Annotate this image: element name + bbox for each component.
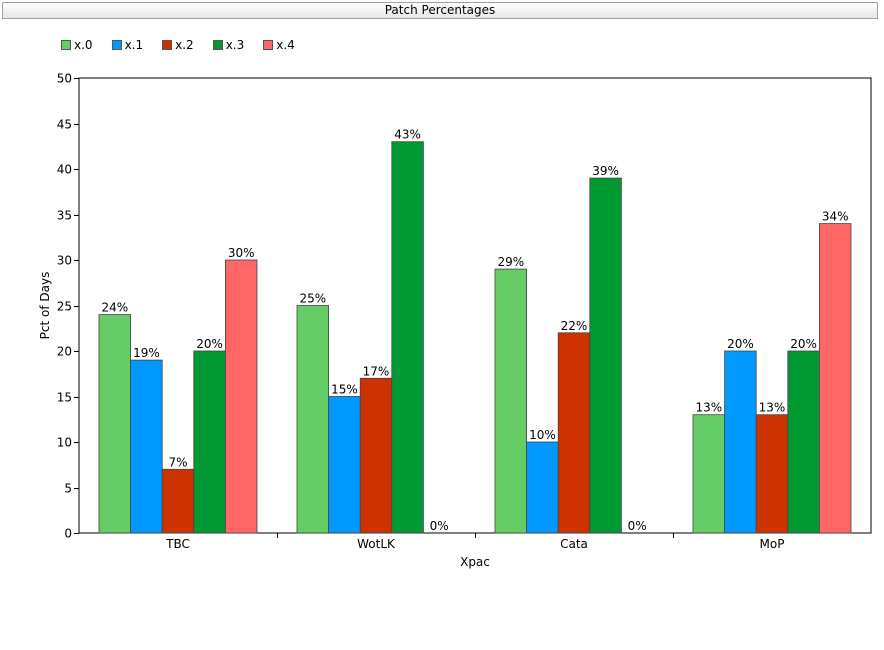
y-axis-label: Pct of Days bbox=[38, 272, 52, 340]
legend-label: x.3 bbox=[225, 38, 245, 52]
legend-swatch bbox=[263, 40, 274, 50]
legend-swatch bbox=[61, 40, 71, 50]
data-label: 7% bbox=[168, 455, 187, 469]
y-tick-label: 15 bbox=[57, 391, 72, 405]
bar-x.3 bbox=[193, 350, 226, 534]
bar-x.0 bbox=[98, 314, 132, 534]
data-label: 34% bbox=[822, 210, 849, 224]
data-label: 10% bbox=[529, 428, 556, 442]
data-label: 13% bbox=[695, 401, 722, 415]
y-tick-label: 10 bbox=[57, 436, 72, 450]
bar-x.2 bbox=[359, 377, 393, 534]
bar-x.1 bbox=[724, 350, 757, 534]
y-tick-label: 25 bbox=[57, 300, 72, 314]
x-tick-label: TBC bbox=[165, 537, 190, 551]
legend-item: x.4 bbox=[263, 38, 295, 52]
bar-x.4 bbox=[224, 259, 258, 534]
data-label: 20% bbox=[196, 337, 223, 351]
legend-label: x.2 bbox=[175, 38, 194, 52]
y-tick-label: 45 bbox=[57, 118, 72, 132]
data-label: 29% bbox=[497, 255, 524, 269]
legend-swatch bbox=[111, 40, 122, 50]
x-axis-label: Xpac bbox=[460, 555, 490, 569]
legend-label: x.4 bbox=[276, 38, 295, 52]
y-tick-label: 20 bbox=[57, 345, 72, 359]
chart-title: Patch Percentages bbox=[2, 2, 878, 19]
data-label: 30% bbox=[228, 246, 255, 260]
legend-label: x.0 bbox=[74, 38, 93, 52]
legend-swatch bbox=[212, 40, 223, 50]
data-label: 20% bbox=[790, 337, 817, 351]
bar-x.3 bbox=[787, 350, 820, 534]
data-label: 17% bbox=[363, 364, 390, 378]
legend-item: x.2 bbox=[162, 38, 194, 52]
y-tick-label: 35 bbox=[57, 209, 72, 223]
x-tick-label: Cata bbox=[560, 537, 588, 551]
data-label: 24% bbox=[101, 301, 128, 315]
bar-x.2 bbox=[161, 468, 195, 534]
data-label: 25% bbox=[299, 292, 326, 306]
bar-x.0 bbox=[494, 268, 528, 534]
legend-item: x.3 bbox=[212, 38, 245, 52]
bar-x.1 bbox=[526, 441, 559, 534]
bar-x.2 bbox=[557, 332, 591, 534]
bar-x.0 bbox=[692, 414, 726, 534]
y-tick-label: 0 bbox=[64, 527, 72, 541]
bar-x.2 bbox=[755, 414, 789, 534]
bar-x.0 bbox=[296, 305, 330, 534]
x-tick-label: MoP bbox=[760, 537, 785, 551]
bar-x.3 bbox=[391, 141, 424, 534]
legend-swatch bbox=[162, 40, 173, 50]
data-label: 39% bbox=[592, 164, 619, 178]
bar-x.4 bbox=[819, 223, 852, 534]
y-tick-label: 50 bbox=[57, 72, 72, 86]
bar-x.1 bbox=[328, 396, 361, 534]
data-label: 0% bbox=[628, 519, 647, 533]
legend-label: x.1 bbox=[124, 38, 144, 52]
bar-x.3 bbox=[589, 177, 622, 534]
y-tick-label: 5 bbox=[64, 482, 72, 496]
legend-item: x.0 bbox=[61, 38, 93, 52]
data-label: 43% bbox=[394, 128, 421, 142]
legend-item: x.1 bbox=[111, 38, 144, 52]
data-label: 22% bbox=[561, 319, 588, 333]
x-tick-label: WotLK bbox=[357, 537, 396, 551]
legend: x.0 x.1 x.2 x.3 x.4 bbox=[61, 38, 314, 52]
data-label: 19% bbox=[133, 346, 160, 360]
data-label: 20% bbox=[727, 337, 754, 351]
y-tick-label: 40 bbox=[57, 163, 72, 177]
data-label: 15% bbox=[331, 383, 358, 397]
bar-x.1 bbox=[130, 359, 163, 534]
data-label: 13% bbox=[759, 401, 786, 415]
data-label: 0% bbox=[430, 519, 449, 533]
y-tick-label: 30 bbox=[57, 254, 72, 268]
